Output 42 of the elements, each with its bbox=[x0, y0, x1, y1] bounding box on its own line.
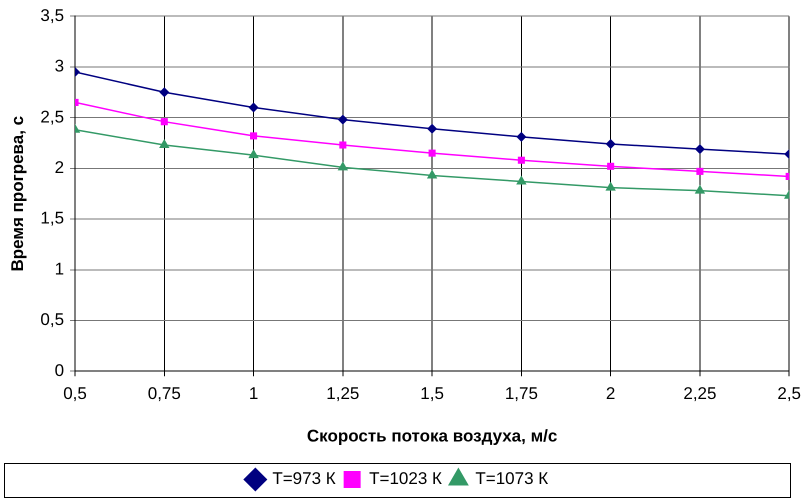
point bbox=[159, 139, 170, 148]
y-tick-label: 1 bbox=[54, 259, 64, 278]
point bbox=[696, 168, 704, 175]
y-tick-label: 0,5 bbox=[40, 310, 64, 330]
y-tick-label: 0 bbox=[54, 360, 64, 380]
point bbox=[427, 124, 438, 134]
x-tick-label: 2,5 bbox=[777, 384, 802, 404]
point bbox=[250, 132, 258, 140]
point bbox=[339, 141, 346, 149]
x-tick-label: 1,75 bbox=[504, 384, 538, 404]
x-axis-title: Скорость потока воздуха, м/с bbox=[306, 426, 558, 446]
point bbox=[694, 184, 706, 194]
x-tick-label: 0,75 bbox=[148, 384, 181, 404]
point bbox=[606, 139, 616, 149]
x-tick-label: 2 bbox=[606, 384, 616, 404]
legend-label: T=1023 К bbox=[369, 469, 442, 488]
y-tick-label: 2,5 bbox=[40, 107, 64, 126]
x-tick-label: 1 bbox=[248, 384, 258, 404]
y-tick-label: 2 bbox=[54, 158, 64, 178]
y-tick-label: 1,5 bbox=[40, 208, 64, 228]
y-axis-title: Время прогрева, с bbox=[8, 116, 27, 272]
x-tick-label: 1,5 bbox=[420, 384, 444, 404]
point bbox=[607, 162, 614, 170]
point bbox=[516, 176, 527, 185]
point bbox=[338, 161, 348, 170]
point bbox=[160, 118, 168, 126]
x-tick-label: 2,25 bbox=[683, 384, 716, 404]
legend-label: T=973 К bbox=[272, 469, 336, 488]
point bbox=[248, 149, 259, 158]
point bbox=[518, 156, 525, 164]
point bbox=[516, 132, 526, 142]
point bbox=[159, 87, 170, 98]
point bbox=[426, 169, 438, 178]
x-tick-label: 1,25 bbox=[326, 384, 360, 404]
point bbox=[428, 150, 436, 157]
point bbox=[694, 144, 705, 154]
y-tick-label: 3,5 bbox=[40, 6, 64, 25]
point bbox=[248, 102, 259, 112]
point bbox=[338, 114, 348, 125]
y-tick-label: 3 bbox=[54, 56, 64, 76]
point bbox=[605, 182, 616, 191]
legend-label: T=1073 К bbox=[475, 469, 548, 488]
